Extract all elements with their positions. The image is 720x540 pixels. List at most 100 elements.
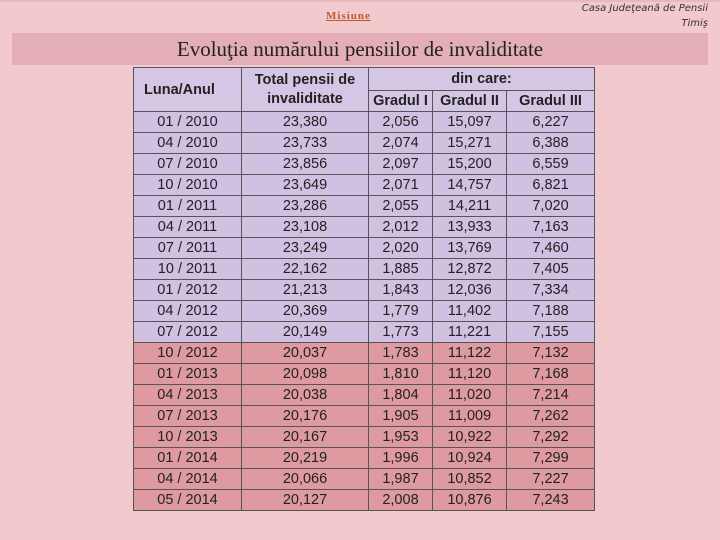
cell-g1: 1,885: [368, 258, 433, 280]
cell-luna: 04 / 2010: [133, 132, 242, 154]
cell-luna: 05 / 2014: [133, 489, 242, 511]
cell-g2: 11,009: [432, 405, 507, 427]
cell-g3: 7,227: [505, 468, 596, 490]
cell-g1: 1,773: [368, 321, 433, 343]
cell-g2: 10,924: [432, 447, 507, 469]
cell-total: 20,038: [241, 384, 369, 406]
cell-luna: 10 / 2011: [133, 258, 242, 280]
header-gradul-2: Gradul II: [432, 90, 507, 112]
table-row: 01 / 2010 23,380 2,056 15,097 6,227: [133, 111, 596, 133]
table-row: 04 / 2013 20,038 1,804 11,020 7,214: [133, 384, 596, 406]
cell-total: 23,249: [241, 237, 369, 259]
misiune-link[interactable]: Misiune: [326, 10, 371, 22]
table-row: 01 / 2014 20,219 1,996 10,924 7,299: [133, 447, 596, 469]
cell-g2: 11,221: [432, 321, 507, 343]
cell-luna: 01 / 2010: [133, 111, 242, 133]
cell-g2: 15,097: [432, 111, 507, 133]
organization-name-line2: Timiş: [681, 18, 708, 29]
cell-total: 23,733: [241, 132, 369, 154]
header-total-pensii: Total pensii de invaliditate: [241, 67, 369, 112]
cell-g3: 7,132: [505, 342, 596, 364]
table-body: 01 / 2010 23,380 2,056 15,097 6,227 04 / 2010…: [133, 111, 596, 511]
cell-luna: 10 / 2012: [133, 342, 242, 364]
header-gradul-1: Gradul I: [368, 90, 433, 112]
cell-luna: 04 / 2011: [133, 216, 242, 238]
cell-luna: 01 / 2012: [133, 279, 242, 301]
cell-total: 20,167: [241, 426, 369, 448]
header-din-care: din care:: [367, 67, 596, 91]
cell-total: 20,037: [241, 342, 369, 364]
cell-g1: 2,074: [368, 132, 433, 154]
cell-g3: 6,559: [505, 153, 596, 175]
cell-g2: 11,020: [432, 384, 507, 406]
cell-g1: 2,071: [368, 174, 433, 196]
table-row: 05 / 2014 20,127 2,008 10,876 7,243: [133, 489, 596, 511]
cell-total: 20,149: [241, 321, 369, 343]
table-row: 04 / 2010 23,733 2,074 15,271 6,388: [133, 132, 596, 154]
cell-g3: 7,214: [505, 384, 596, 406]
organization-name: Casa Judeţeană de Pensii Timiş: [538, 1, 708, 31]
table-row: 07 / 2012 20,149 1,773 11,221 7,155: [133, 321, 596, 343]
cell-g1: 2,056: [368, 111, 433, 133]
cell-total: 20,098: [241, 363, 369, 385]
table-row: 04 / 2014 20,066 1,987 10,852 7,227: [133, 468, 596, 490]
table-row: 07 / 2013 20,176 1,905 11,009 7,262: [133, 405, 596, 427]
table-row: 10 / 2011 22,162 1,885 12,872 7,405: [133, 258, 596, 280]
table-row: 10 / 2013 20,167 1,953 10,922 7,292: [133, 426, 596, 448]
cell-luna: 07 / 2010: [133, 153, 242, 175]
cell-g3: 7,460: [505, 237, 596, 259]
cell-luna: 01 / 2014: [133, 447, 242, 469]
cell-g3: 7,188: [505, 300, 596, 322]
cell-g3: 7,243: [505, 489, 596, 511]
table-row: 01 / 2012 21,213 1,843 12,036 7,334: [133, 279, 596, 301]
table-row: 04 / 2012 20,369 1,779 11,402 7,188: [133, 300, 596, 322]
cell-luna: 10 / 2013: [133, 426, 242, 448]
cell-g3: 7,163: [505, 216, 596, 238]
table-row: 10 / 2010 23,649 2,071 14,757 6,821: [133, 174, 596, 196]
cell-g1: 1,953: [368, 426, 433, 448]
cell-g3: 7,020: [505, 195, 596, 217]
cell-g2: 12,036: [432, 279, 507, 301]
title-bar: [12, 33, 708, 65]
header-luna-anul: Luna/Anul: [133, 67, 242, 112]
cell-g2: 13,769: [432, 237, 507, 259]
cell-g2: 10,876: [432, 489, 507, 511]
cell-g1: 1,810: [368, 363, 433, 385]
cell-g3: 7,299: [505, 447, 596, 469]
cell-g2: 11,402: [432, 300, 507, 322]
cell-total: 21,213: [241, 279, 369, 301]
cell-total: 20,219: [241, 447, 369, 469]
cell-g1: 2,012: [368, 216, 433, 238]
cell-g2: 10,852: [432, 468, 507, 490]
cell-g3: 6,388: [505, 132, 596, 154]
cell-g1: 1,804: [368, 384, 433, 406]
cell-g3: 7,155: [505, 321, 596, 343]
cell-luna: 07 / 2012: [133, 321, 242, 343]
table-row: 07 / 2011 23,249 2,020 13,769 7,460: [133, 237, 596, 259]
cell-total: 23,856: [241, 153, 369, 175]
cell-total: 23,649: [241, 174, 369, 196]
cell-total: 20,369: [241, 300, 369, 322]
cell-g2: 14,757: [432, 174, 507, 196]
invalidity-pensions-table: Luna/Anul Total pensii de invaliditate d…: [133, 67, 596, 511]
cell-g1: 1,996: [368, 447, 433, 469]
cell-luna: 01 / 2011: [133, 195, 242, 217]
table-row: 01 / 2013 20,098 1,810 11,120 7,168: [133, 363, 596, 385]
top-divider: [0, 0, 720, 2]
page-title: Evoluţia numărului pensiilor de invalidi…: [176, 37, 544, 61]
cell-total: 23,286: [241, 195, 369, 217]
table-row: 04 / 2011 23,108 2,012 13,933 7,163: [133, 216, 596, 238]
cell-g3: 7,292: [505, 426, 596, 448]
cell-g1: 2,020: [368, 237, 433, 259]
cell-g3: 7,334: [505, 279, 596, 301]
cell-total: 22,162: [241, 258, 369, 280]
cell-g3: 6,821: [505, 174, 596, 196]
cell-g2: 10,922: [432, 426, 507, 448]
cell-total: 20,176: [241, 405, 369, 427]
cell-g2: 13,933: [432, 216, 507, 238]
cell-g1: 1,779: [368, 300, 433, 322]
cell-g2: 11,120: [432, 363, 507, 385]
cell-luna: 04 / 2012: [133, 300, 242, 322]
cell-g1: 1,905: [368, 405, 433, 427]
cell-luna: 07 / 2013: [133, 405, 242, 427]
